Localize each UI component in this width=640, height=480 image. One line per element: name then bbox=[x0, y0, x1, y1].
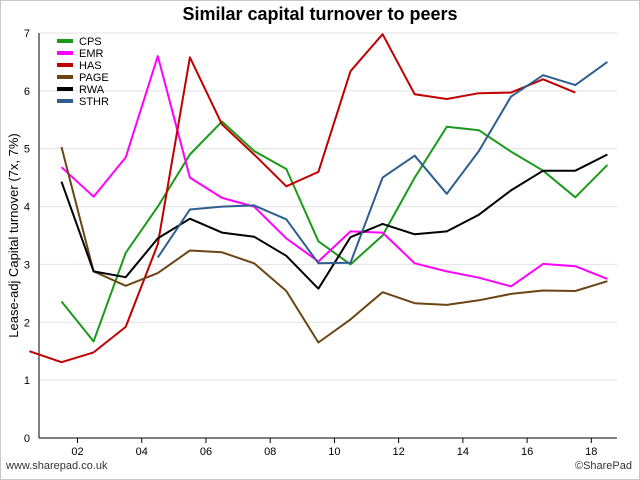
x-tick-label: 16 bbox=[521, 446, 533, 458]
legend-label-has: HAS bbox=[79, 60, 102, 72]
series-line-has bbox=[29, 33, 576, 364]
x-tick-label: 10 bbox=[328, 446, 340, 458]
series-line-sthr bbox=[156, 61, 608, 265]
x-tick-label: 04 bbox=[136, 446, 148, 458]
x-tick-label: 18 bbox=[585, 446, 597, 458]
legend-swatch-page bbox=[57, 75, 73, 79]
legend-label-sthr: STHR bbox=[79, 96, 109, 108]
x-tick-label: 14 bbox=[457, 446, 469, 458]
series-line-emr bbox=[60, 55, 608, 288]
chart-title: Similar capital turnover to peers bbox=[182, 4, 458, 24]
y-axis-label: Lease-adj Capital turnover (7x, 7%) bbox=[6, 133, 21, 338]
y-tick-label: 3 bbox=[24, 259, 30, 271]
y-tick-label: 2 bbox=[24, 317, 30, 329]
legend-swatch-has bbox=[57, 63, 73, 67]
y-tick-label: 5 bbox=[24, 144, 30, 156]
series-line-page bbox=[60, 146, 608, 344]
x-tick-label: 02 bbox=[71, 446, 83, 458]
x-tick-label: 06 bbox=[200, 446, 212, 458]
legend-label-page: PAGE bbox=[79, 72, 109, 84]
legend-swatch-rwa bbox=[57, 87, 73, 91]
copyright-label: ©SharePad bbox=[574, 460, 632, 472]
x-tick-label: 12 bbox=[393, 446, 405, 458]
y-tick-label: 7 bbox=[24, 28, 30, 40]
legend-swatch-cps bbox=[57, 39, 73, 43]
legend-label-rwa: RWA bbox=[79, 84, 105, 96]
series-line-rwa bbox=[60, 153, 608, 290]
y-tick-label: 1 bbox=[24, 375, 30, 387]
y-tick-label: 4 bbox=[24, 202, 30, 214]
x-tick-label: 08 bbox=[264, 446, 276, 458]
source-credit: www.sharepad.co.uk bbox=[6, 460, 108, 472]
legend-label-emr: EMR bbox=[79, 48, 104, 60]
legend-swatch-sthr bbox=[57, 99, 73, 103]
legend-label-cps: CPS bbox=[79, 36, 102, 48]
legend-swatch-emr bbox=[57, 51, 73, 55]
y-tick-label: 0 bbox=[24, 433, 30, 445]
y-tick-label: 6 bbox=[24, 86, 30, 98]
series-line-cps bbox=[60, 120, 609, 343]
